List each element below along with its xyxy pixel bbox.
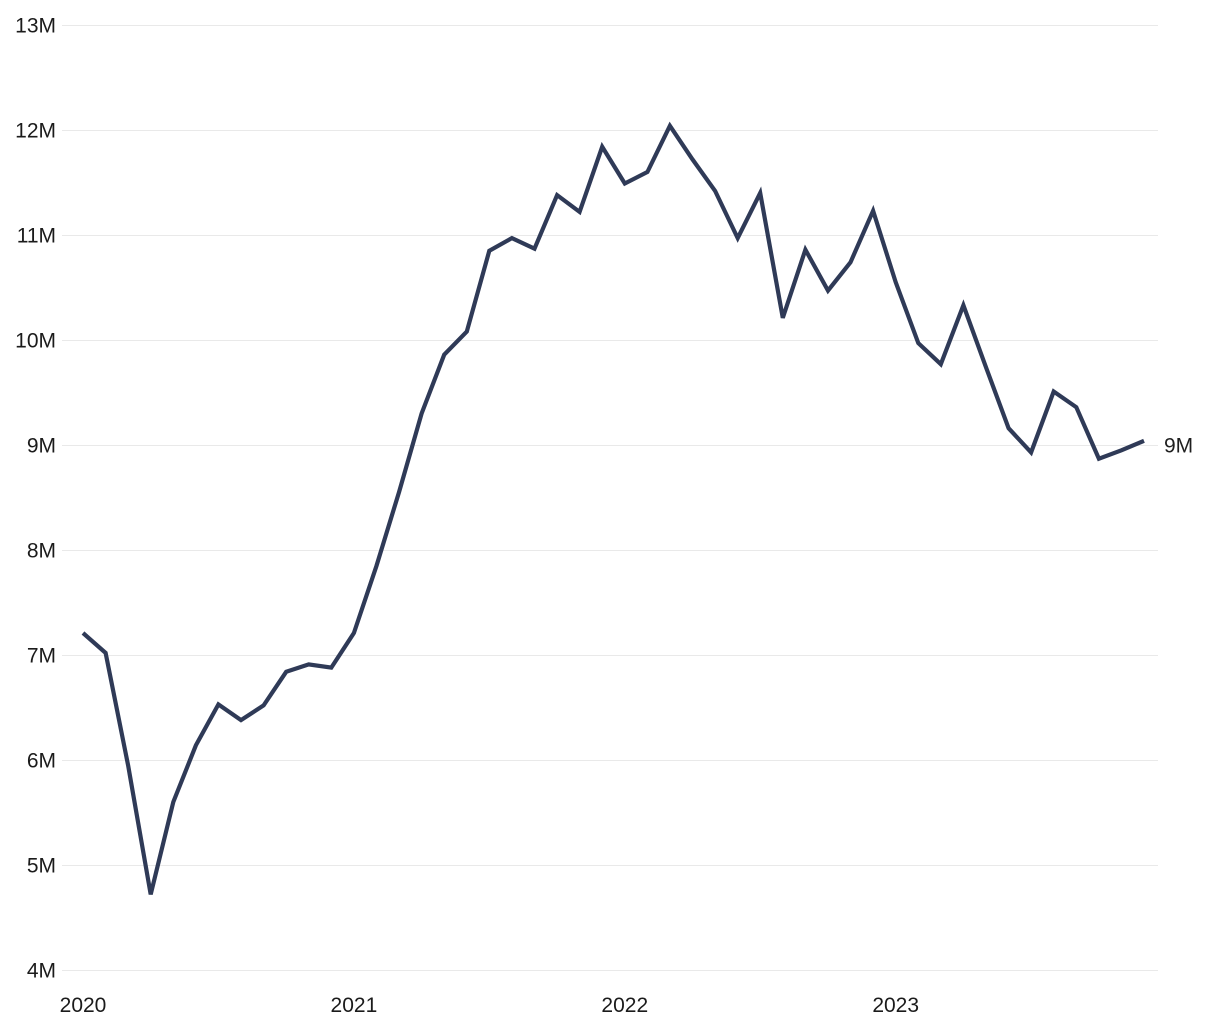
y-axis-tick-label: 7M: [27, 644, 56, 667]
y-axis-tick-label: 4M: [27, 959, 56, 982]
x-axis-tick-label: 2020: [60, 994, 107, 1017]
y-axis-tick-label: 10M: [15, 329, 56, 352]
x-axis-labels-group: 2020 2021 2022 2023: [60, 994, 919, 1017]
data-line: [81, 121, 1145, 895]
series-group: [81, 121, 1145, 895]
annotations-group: 9M: [1164, 434, 1193, 457]
x-axis-tick-label: 2021: [331, 994, 378, 1017]
end-value-label: 9M: [1164, 434, 1193, 457]
y-axis-tick-label: 8M: [27, 539, 56, 562]
x-axis-tick-label: 2022: [601, 994, 648, 1017]
y-axis-tick-label: 12M: [15, 119, 56, 142]
y-axis-tick-label: 11M: [17, 224, 56, 247]
x-axis-tick-label: 2023: [872, 994, 919, 1017]
y-axis-tick-label: 9M: [27, 434, 56, 457]
y-axis-tick-label: 6M: [27, 749, 56, 772]
y-axis-labels-group: 4M 5M 6M 7M 8M 9M 10M 11M 12M 13M: [15, 14, 56, 982]
y-axis-tick-label: 5M: [27, 854, 56, 877]
y-axis-tick-label: 13M: [15, 14, 56, 37]
gridlines-group: [62, 25, 1158, 971]
